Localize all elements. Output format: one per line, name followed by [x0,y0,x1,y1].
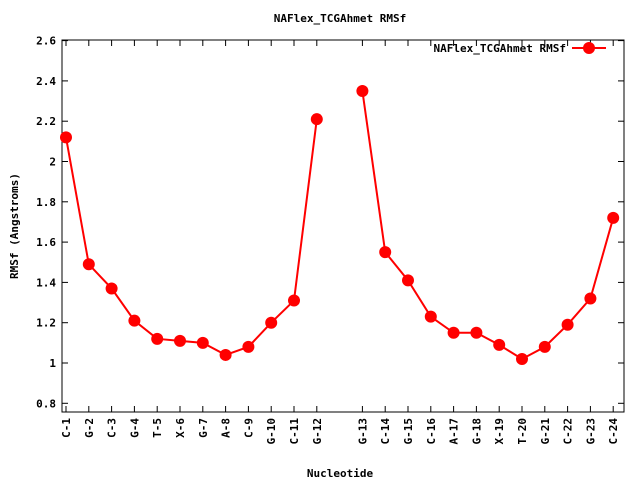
x-tick-label: T-5 [151,418,164,438]
data-point [470,326,483,339]
y-tick-label: 2.6 [36,35,56,48]
y-tick-label: 1.6 [36,236,56,249]
y-tick-label: 2 [49,156,56,169]
data-point [105,282,118,295]
series-rmsf [60,84,620,365]
data-point [310,113,323,126]
x-tick-label: C-11 [288,418,301,445]
y-tick-label: 1.4 [36,276,56,289]
data-point [128,314,141,327]
data-point [60,131,72,144]
x-tick-label: C-9 [242,418,255,438]
x-tick-label: C-24 [607,418,620,445]
y-tick-label: 2.4 [36,75,56,88]
data-point [607,211,620,224]
y-tick-label: 1.8 [36,196,56,209]
x-tick-label: G-23 [584,418,597,445]
plot-frame [61,39,625,413]
data-point [447,326,460,339]
x-axis-label: Nucleotide [307,467,374,480]
x-tick-label: G-13 [356,418,369,445]
data-point [561,318,574,331]
data-point [174,334,186,347]
x-tick-label: C-1 [60,418,73,438]
y-tick-label: 1 [49,357,56,370]
x-tick-label: G-2 [83,418,96,438]
series-line [361,90,615,361]
x-tick-label: G-12 [311,418,324,445]
y-tick-label: 2.2 [36,115,56,128]
legend-label: NAFlex_TCGAhmet RMSf [434,42,566,55]
y-tick-label: 0.8 [36,397,56,410]
data-point [424,310,437,323]
data-point [516,352,528,365]
data-point [493,338,506,351]
data-point [584,292,597,305]
x-tick-label: X-19 [493,418,506,445]
x-tick-label: C-3 [106,418,119,438]
x-tick-label: G-18 [470,418,483,445]
data-point [151,332,164,345]
x-tick-label: A-8 [220,418,233,438]
x-tick-label: X-6 [174,418,187,438]
data-point [379,246,392,259]
y-axis: 0.8 1 1.2 1.4 1.6 1.8 2 2.2 2.4 2.6 [36,35,624,410]
y-tick-label: 1.2 [36,317,56,330]
x-tick-label: C-22 [562,418,575,445]
x-axis: C-1 G-2 C-3 G-4 T-5 X-6 G-7 A-8 C-9 G-10 C-11 G-12 G… [60,40,620,445]
data-point [402,274,414,287]
x-tick-label: C-14 [379,418,392,445]
data-point [288,294,300,307]
x-tick-label: A-17 [448,418,461,445]
x-tick-label: G-15 [402,418,415,445]
x-tick-label: G-7 [197,418,210,438]
data-point [82,258,95,271]
x-tick-label: T-20 [516,418,529,445]
data-point [219,348,232,361]
x-tick-label: G-21 [539,418,552,445]
data-point [356,84,369,97]
x-tick-label: G-10 [265,418,278,445]
legend: NAFlex_TCGAhmet RMSf [434,42,606,55]
x-tick-label: G-4 [128,418,141,438]
data-point [196,336,209,349]
legend-marker [583,42,595,54]
data-point [242,340,255,353]
y-axis-label: RMSf (Angstroms) [8,173,21,279]
x-tick-label: C-16 [425,418,438,445]
data-point [538,340,551,353]
data-point [265,316,278,329]
chart-title: NAFlex_TCGAhmet RMSf [274,12,406,25]
series-line [65,119,318,357]
